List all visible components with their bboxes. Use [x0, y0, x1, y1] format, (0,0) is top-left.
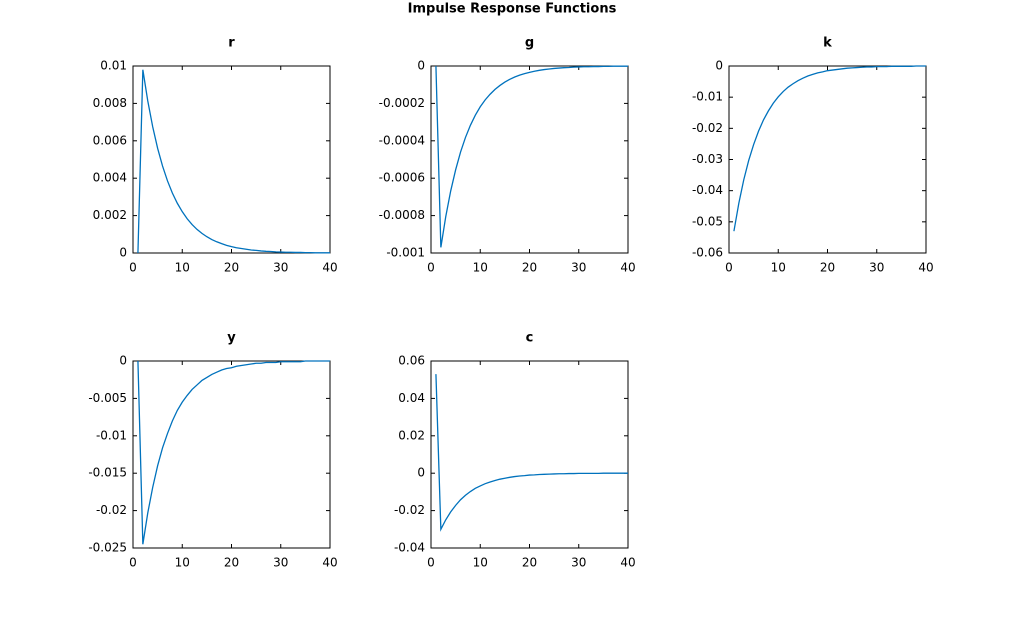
x-tick-label: 20: [224, 556, 239, 570]
x-tick-label: 10: [175, 261, 190, 275]
x-tick-label: 10: [473, 261, 488, 275]
y-tick-label: -0.0002: [379, 96, 425, 110]
x-tick-label: 10: [175, 556, 190, 570]
y-tick-label: -0.03: [692, 152, 723, 166]
data-line: [435, 374, 628, 532]
y-tick-label: -0.01: [692, 90, 723, 104]
y-tick-label: 0.06: [398, 354, 425, 368]
y-tick-label: 0: [119, 246, 127, 260]
axes-box: [132, 65, 331, 254]
y-tick-label: 0: [119, 354, 127, 368]
x-tick-label: 0: [427, 261, 435, 275]
y-tick-label: -0.02: [394, 503, 425, 517]
y-tick-label: -0.015: [88, 466, 127, 480]
y-tick-label: 0: [417, 59, 425, 73]
x-tick-label: 0: [129, 556, 137, 570]
y-tick-label: -0.02: [96, 503, 127, 517]
y-tick-label: 0: [715, 59, 723, 73]
subplot-title: g: [525, 36, 534, 51]
x-tick-label: 40: [620, 556, 635, 570]
x-tick-label: 0: [427, 556, 435, 570]
x-tick-label: 40: [918, 261, 933, 275]
y-tick-label: -0.0006: [379, 171, 425, 185]
y-tick-label: -0.06: [692, 246, 723, 260]
y-tick-label: -0.005: [88, 391, 127, 405]
data-line: [137, 360, 330, 545]
axes-box: [728, 65, 927, 254]
x-tick-label: 30: [273, 556, 288, 570]
y-tick-label: 0.008: [93, 96, 127, 110]
x-tick-label: 20: [820, 261, 835, 275]
y-tick-label: 0: [417, 466, 425, 480]
y-tick-label: -0.04: [394, 541, 425, 555]
subplot-title: c: [526, 331, 534, 346]
data-line: [137, 69, 330, 254]
data-line: [435, 65, 628, 248]
y-tick-label: 0.002: [93, 208, 127, 222]
subplot-title: r: [228, 36, 235, 51]
x-tick-label: 40: [322, 556, 337, 570]
y-tick-label: 0.004: [93, 171, 127, 185]
y-tick-label: -0.04: [692, 183, 723, 197]
x-tick-label: 40: [620, 261, 635, 275]
y-tick-label: -0.02: [692, 121, 723, 135]
x-tick-label: 10: [771, 261, 786, 275]
x-tick-label: 0: [129, 261, 137, 275]
y-tick-label: -0.001: [386, 246, 425, 260]
y-tick-label: -0.025: [88, 541, 127, 555]
axes-box: [132, 360, 331, 549]
y-tick-label: -0.0008: [379, 208, 425, 222]
figure-title: Impulse Response Functions: [408, 2, 617, 17]
x-tick-label: 30: [571, 261, 586, 275]
y-tick-label: -0.0004: [379, 133, 425, 147]
x-tick-label: 30: [273, 261, 288, 275]
x-tick-label: 0: [725, 261, 733, 275]
data-line: [733, 65, 926, 232]
y-tick-label: 0.04: [398, 391, 425, 405]
x-tick-label: 20: [522, 261, 537, 275]
axes-box: [430, 65, 629, 254]
y-tick-label: 0.006: [93, 133, 127, 147]
x-tick-label: 40: [322, 261, 337, 275]
x-tick-label: 30: [571, 556, 586, 570]
y-tick-label: -0.05: [692, 214, 723, 228]
axes-box: [430, 360, 629, 549]
x-tick-label: 20: [522, 556, 537, 570]
x-tick-label: 30: [869, 261, 884, 275]
y-tick-label: 0.02: [398, 428, 425, 442]
subplot-title: k: [823, 36, 832, 51]
y-tick-label: -0.01: [96, 428, 127, 442]
x-tick-label: 20: [224, 261, 239, 275]
x-tick-label: 10: [473, 556, 488, 570]
subplot-title: y: [227, 331, 236, 346]
y-tick-label: 0.01: [100, 59, 127, 73]
